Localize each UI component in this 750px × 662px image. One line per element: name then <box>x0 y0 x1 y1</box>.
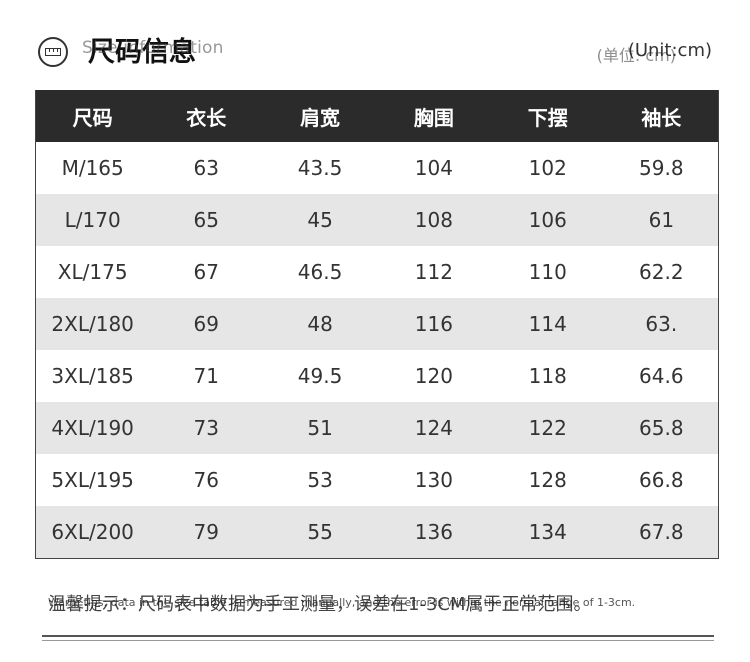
cell-hem: 114 <box>490 298 605 350</box>
footer-divider <box>42 635 714 637</box>
cell-chest: 112 <box>376 246 491 298</box>
cell-size: 2XL/180 <box>35 298 150 350</box>
table-row: 6XL/200 79 55 136 134 67.8 <box>35 506 719 559</box>
cell-hem: 118 <box>490 350 605 402</box>
cell-chest: 108 <box>376 194 491 246</box>
cell-sleeve: 61 <box>604 194 719 246</box>
cell-shoulder: 53 <box>263 454 377 506</box>
cell-shoulder: 48 <box>263 298 377 350</box>
cell-shoulder: 46.5 <box>263 246 377 298</box>
cell-length: 76 <box>149 454 264 506</box>
footer-tip-english: Warm tips: data in the size table is mea… <box>48 596 636 609</box>
cell-hem: 102 <box>490 142 605 194</box>
column-header-sleeve: 袖长 <box>604 90 719 142</box>
measuring-tape-icon <box>38 37 68 67</box>
cell-shoulder: 55 <box>263 506 377 559</box>
cell-shoulder: 45 <box>263 194 377 246</box>
column-header-hem: 下摆 <box>490 90 605 142</box>
cell-hem: 128 <box>490 454 605 506</box>
cell-sleeve: 66.8 <box>604 454 719 506</box>
cell-sleeve: 63. <box>604 298 719 350</box>
cell-hem: 134 <box>490 506 605 559</box>
cell-sleeve: 64.6 <box>604 350 719 402</box>
cell-shoulder: 43.5 <box>263 142 377 194</box>
cell-hem: 110 <box>490 246 605 298</box>
table-row: 4XL/190 73 51 124 122 65.8 <box>35 402 719 454</box>
size-chart-table: 尺码 衣长 肩宽 胸围 下摆 袖长 M/165 63 43.5 104 102 … <box>35 90 719 559</box>
table-row: 2XL/180 69 48 116 114 63. <box>35 298 719 350</box>
cell-size: L/170 <box>35 194 150 246</box>
page-title-english: Size information <box>82 38 224 58</box>
cell-chest: 120 <box>376 350 491 402</box>
cell-chest: 104 <box>376 142 491 194</box>
table-row: M/165 63 43.5 104 102 59.8 <box>35 142 719 194</box>
cell-size: 3XL/185 <box>35 350 150 402</box>
cell-length: 63 <box>149 142 264 194</box>
cell-sleeve: 67.8 <box>604 506 719 559</box>
cell-length: 65 <box>149 194 264 246</box>
cell-length: 69 <box>149 298 264 350</box>
cell-hem: 122 <box>490 402 605 454</box>
cell-sleeve: 62.2 <box>604 246 719 298</box>
cell-chest: 136 <box>376 506 491 559</box>
cell-hem: 106 <box>490 194 605 246</box>
page-title: 尺码信息 <box>88 37 196 68</box>
column-header-chest: 胸围 <box>376 90 491 142</box>
column-header-size: 尺码 <box>35 90 150 142</box>
cell-sleeve: 59.8 <box>604 142 719 194</box>
table-row: 3XL/185 71 49.5 120 118 64.6 <box>35 350 719 402</box>
column-header-shoulder: 肩宽 <box>263 90 377 142</box>
column-header-length: 衣长 <box>149 90 264 142</box>
unit-label-chinese: (单位: cm) <box>596 46 676 65</box>
footer-tip: 温馨提示：尺码表中数据为手工测量，误差在1-3CM属于正常范围。 <box>48 594 592 615</box>
cell-size: M/165 <box>35 142 150 194</box>
cell-size: 6XL/200 <box>35 506 150 559</box>
cell-shoulder: 51 <box>263 402 377 454</box>
cell-size: 5XL/195 <box>35 454 150 506</box>
cell-chest: 116 <box>376 298 491 350</box>
footer-divider-thin <box>42 640 714 641</box>
table-row: 5XL/195 76 53 130 128 66.8 <box>35 454 719 506</box>
cell-length: 71 <box>149 350 264 402</box>
cell-size: XL/175 <box>35 246 150 298</box>
table-header-row: 尺码 衣长 肩宽 胸围 下摆 袖长 <box>35 90 719 142</box>
cell-length: 73 <box>149 402 264 454</box>
unit-label: (Unit:cm) <box>627 40 712 61</box>
table-row: XL/175 67 46.5 112 110 62.2 <box>35 246 719 298</box>
cell-shoulder: 49.5 <box>263 350 377 402</box>
cell-chest: 124 <box>376 402 491 454</box>
cell-size: 4XL/190 <box>35 402 150 454</box>
table-row: L/170 65 45 108 106 61 <box>35 194 719 246</box>
cell-length: 67 <box>149 246 264 298</box>
cell-chest: 130 <box>376 454 491 506</box>
cell-sleeve: 65.8 <box>604 402 719 454</box>
cell-length: 79 <box>149 506 264 559</box>
